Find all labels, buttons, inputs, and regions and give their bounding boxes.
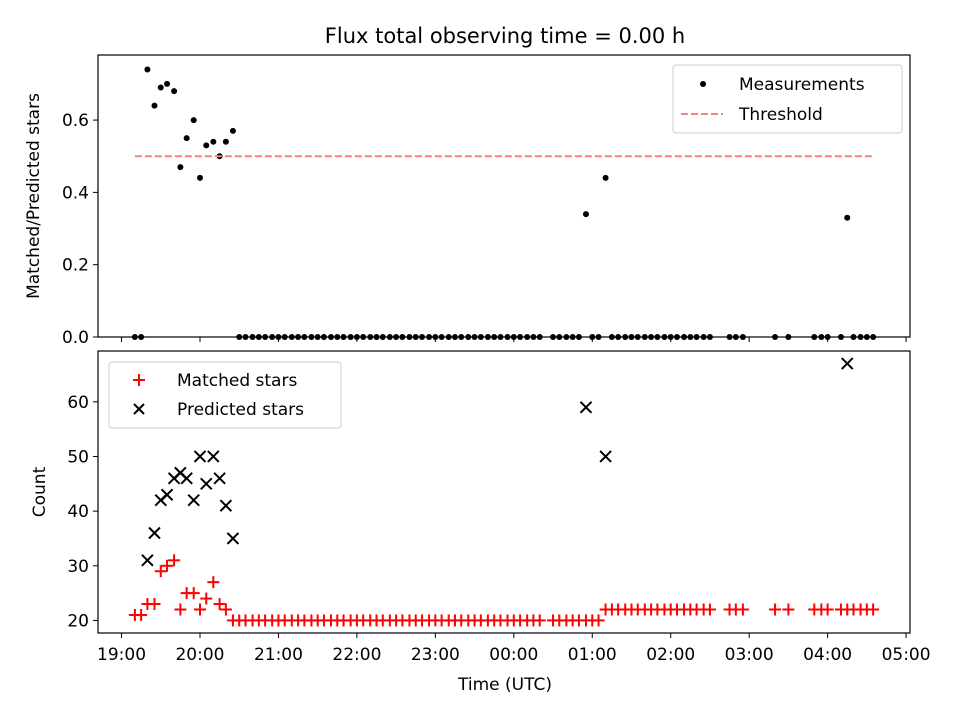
matched-star-point [821, 603, 834, 616]
matched-star-point [154, 565, 167, 578]
measurement-point [602, 174, 609, 181]
legend-marker-predicted [133, 403, 145, 415]
ratio-y-tick-label: 0.2 [62, 256, 89, 276]
x-tick-label: 00:00 [489, 645, 538, 665]
ratio-y-tick-label: 0.4 [62, 183, 89, 203]
count-panel-ticks: 19:00 20:00 21:00 22:00 23:00 00:00 01:00 02:00… [67, 393, 930, 665]
count-y-tick-label: 40 [67, 502, 89, 522]
ratio-panel-frame [97, 54, 911, 338]
x-tick-label: 22:00 [332, 645, 381, 665]
ratio-y-tick-label: 0.6 [62, 111, 89, 131]
measurement-point [144, 66, 151, 73]
matched-star-point [161, 559, 174, 572]
count-legend-box [108, 361, 342, 429]
measurement-point [222, 138, 229, 145]
measurement-point [171, 88, 178, 95]
matched-star-point [592, 614, 605, 627]
matched-star-point [867, 603, 880, 616]
x-tick-label: 04:00 [803, 645, 852, 665]
matched-star-point [782, 603, 795, 616]
measurement-point [157, 84, 164, 91]
count-panel: 19:00 20:00 21:00 22:00 23:00 00:00 01:00 02:00… [30, 350, 931, 665]
matched-star-point [213, 598, 226, 611]
legend-label-predicted: Predicted stars [177, 400, 304, 420]
matched-star-point [135, 608, 148, 621]
predicted-star-point [148, 526, 161, 540]
predicted-star-point [160, 488, 174, 501]
x-tick-label: 05:00 [882, 645, 931, 665]
measurement-point [203, 142, 210, 149]
predicted-star-point [841, 357, 854, 370]
ratio-y-tick-label: 0.0 [62, 328, 89, 348]
predicted-star-point [193, 450, 207, 463]
measurement-point [183, 135, 190, 142]
predicted-star-point [579, 401, 593, 414]
count-y-tick-label: 60 [67, 393, 89, 413]
ratio-legend-box [672, 64, 903, 134]
matched-star-point [703, 603, 716, 616]
matched-star-point [193, 603, 206, 616]
predicted-star-point [599, 450, 612, 463]
measurement-point [151, 102, 158, 109]
matched-star-point [200, 592, 213, 605]
measurement-point [844, 214, 851, 221]
x-tick-label: 23:00 [411, 645, 460, 665]
measurement-point [582, 211, 589, 218]
legend-label-measurements: Measurements [739, 75, 865, 95]
predicted-star-point [180, 472, 193, 485]
x-tick-label: 03:00 [725, 645, 774, 665]
predicted-star-point [213, 472, 226, 485]
matched-star-point [207, 576, 220, 589]
measurement-point [210, 138, 217, 145]
x-tick-label: 02:00 [646, 645, 695, 665]
matched-star-point [148, 598, 161, 611]
count-panel-frame [97, 350, 911, 634]
matched-star-point [174, 603, 187, 616]
measurement-point [164, 80, 171, 87]
count-y-tick-label: 30 [67, 557, 89, 577]
count-panel-ylabel: Count [30, 466, 50, 517]
predicted-star-point [187, 493, 200, 507]
legend-label-threshold: Threshold [738, 105, 823, 125]
predicted-star-point [207, 450, 220, 463]
predicted-star-point [226, 532, 240, 545]
ratio-panel-ylabel: Matched/Predicted stars [24, 93, 44, 299]
count-y-tick-label: 20 [67, 611, 89, 631]
measurement-point [196, 174, 203, 181]
ratio-legend: Measurements Threshold [672, 64, 903, 134]
x-tick-label: 21:00 [254, 645, 303, 665]
matched-star-point [219, 603, 232, 616]
chart-title: Flux total observing time = 0.00 h [325, 24, 685, 48]
predicted-star-point [141, 554, 154, 567]
legend-marker-matched [133, 374, 145, 386]
x-tick-label: 01:00 [568, 645, 617, 665]
matched-star-point [187, 587, 200, 600]
legend-marker-measurements [700, 81, 706, 87]
predicted-star-point [200, 477, 213, 491]
measurement-point [177, 164, 184, 171]
count-panel-series [128, 357, 880, 627]
ratio-panel: 0.0 0.2 0.4 0.6 Matched/Predicted stars Mea… [24, 54, 911, 348]
matched-star-point [168, 554, 181, 567]
predicted-star-point [219, 499, 233, 512]
count-legend: Matched stars Predicted stars [108, 361, 342, 429]
legend-label-matched: Matched stars [177, 371, 297, 391]
measurement-point [190, 117, 197, 124]
x-axis-label: Time (UTC) [457, 675, 552, 695]
x-tick-label: 20:00 [175, 645, 224, 665]
matched-star-point [533, 614, 546, 627]
measurement-point [229, 127, 236, 134]
count-y-tick-label: 50 [67, 447, 89, 467]
matched-star-point [736, 603, 749, 616]
matched-star-point [769, 603, 782, 616]
x-tick-label: 19:00 [97, 645, 146, 665]
